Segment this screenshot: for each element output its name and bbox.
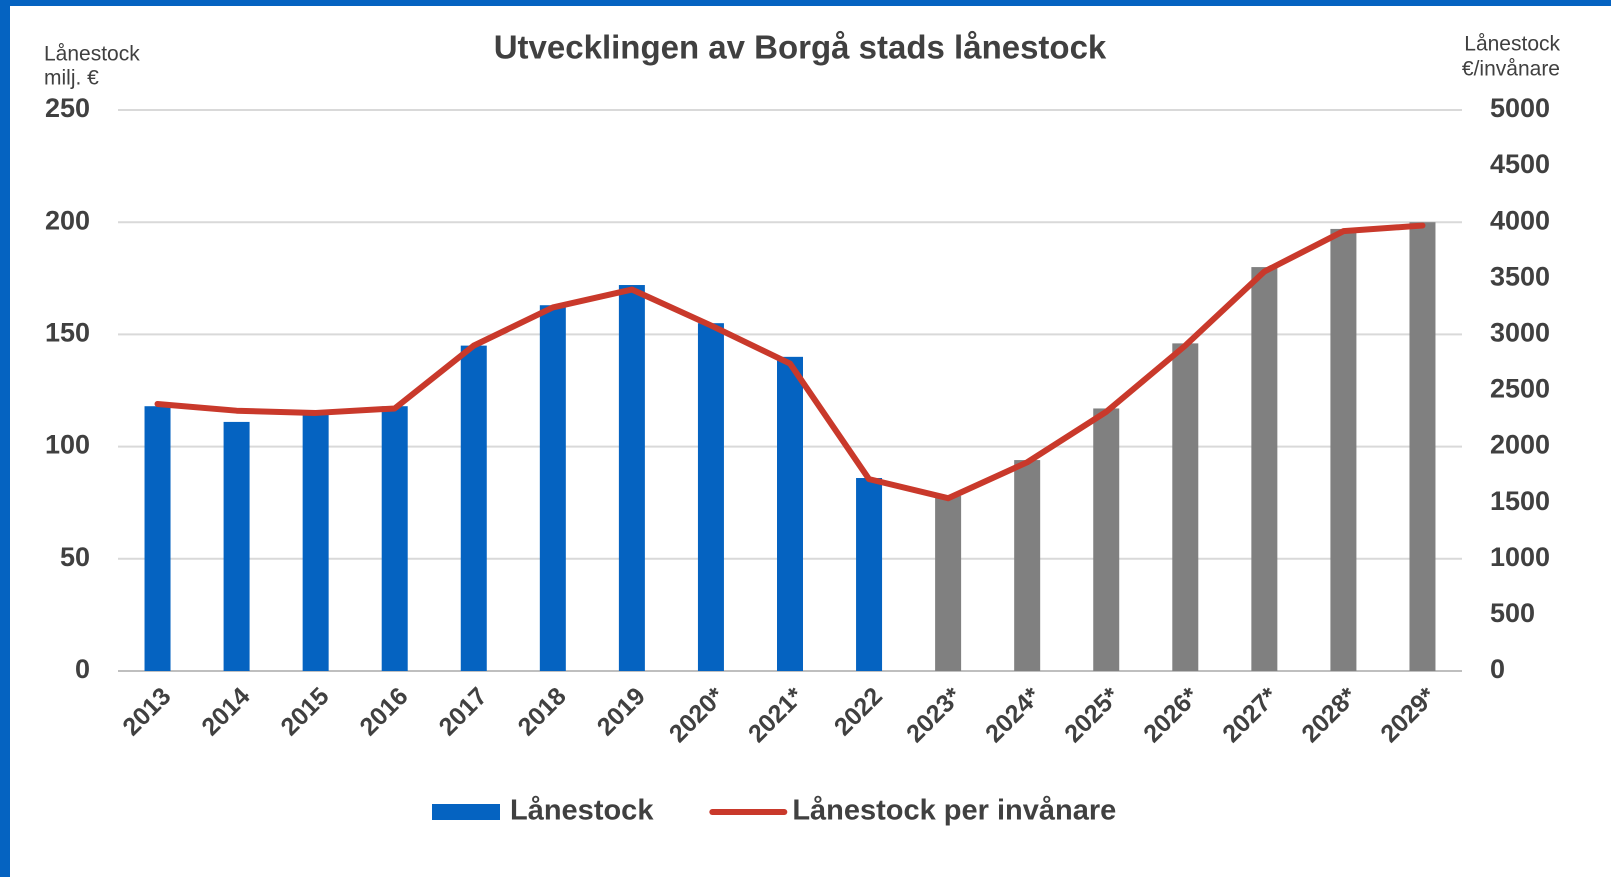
bar [777,356,803,671]
y-axis-label: milj. € [44,67,99,90]
bar [302,412,329,671]
background [10,6,1611,877]
bar [856,478,883,671]
y-tick-label: 100 [45,430,90,460]
y-tick-label: 50 [60,542,90,572]
bar [223,421,250,671]
legend-label: Lånestock per invånare [792,795,1116,827]
y2-tick-label: 500 [1490,598,1535,628]
bar [460,345,487,671]
y-tick-label: 250 [45,93,90,123]
line [154,222,1426,502]
y2-tick-label: 1500 [1490,486,1550,516]
y2-tick-label: 2000 [1490,430,1550,460]
bar [935,495,962,671]
y2-tick-label: 3500 [1490,261,1550,291]
legend-label: Lånestock [510,795,654,827]
bar [697,323,724,671]
bar [381,406,408,671]
bar [1014,460,1041,671]
bar [539,305,566,671]
y2-axis-label: €/invånare [1462,58,1560,81]
bar [1409,222,1436,671]
bar [1093,408,1120,671]
chart-title: Utvecklingen av Borgå stads lånestock [494,29,1107,66]
bar [618,285,645,671]
y2-tick-label: 1000 [1490,542,1550,572]
bar [1172,343,1199,671]
y2-tick-label: 4000 [1490,205,1550,235]
y2-tick-label: 4500 [1490,149,1550,179]
y-tick-label: 0 [75,654,90,684]
y2-tick-label: 5000 [1490,93,1550,123]
y2-tick-label: 2500 [1490,374,1550,404]
y-axis-label: Lånestock [44,43,140,66]
bar [144,406,171,671]
y2-tick-label: 0 [1490,654,1505,684]
bar [1330,228,1357,671]
y2-axis-label: Lånestock [1464,33,1560,56]
legend-swatch [432,804,500,820]
y-tick-label: 200 [45,205,90,235]
y-tick-label: 150 [45,318,90,348]
bar [1251,267,1278,671]
y2-tick-label: 3000 [1490,318,1550,348]
